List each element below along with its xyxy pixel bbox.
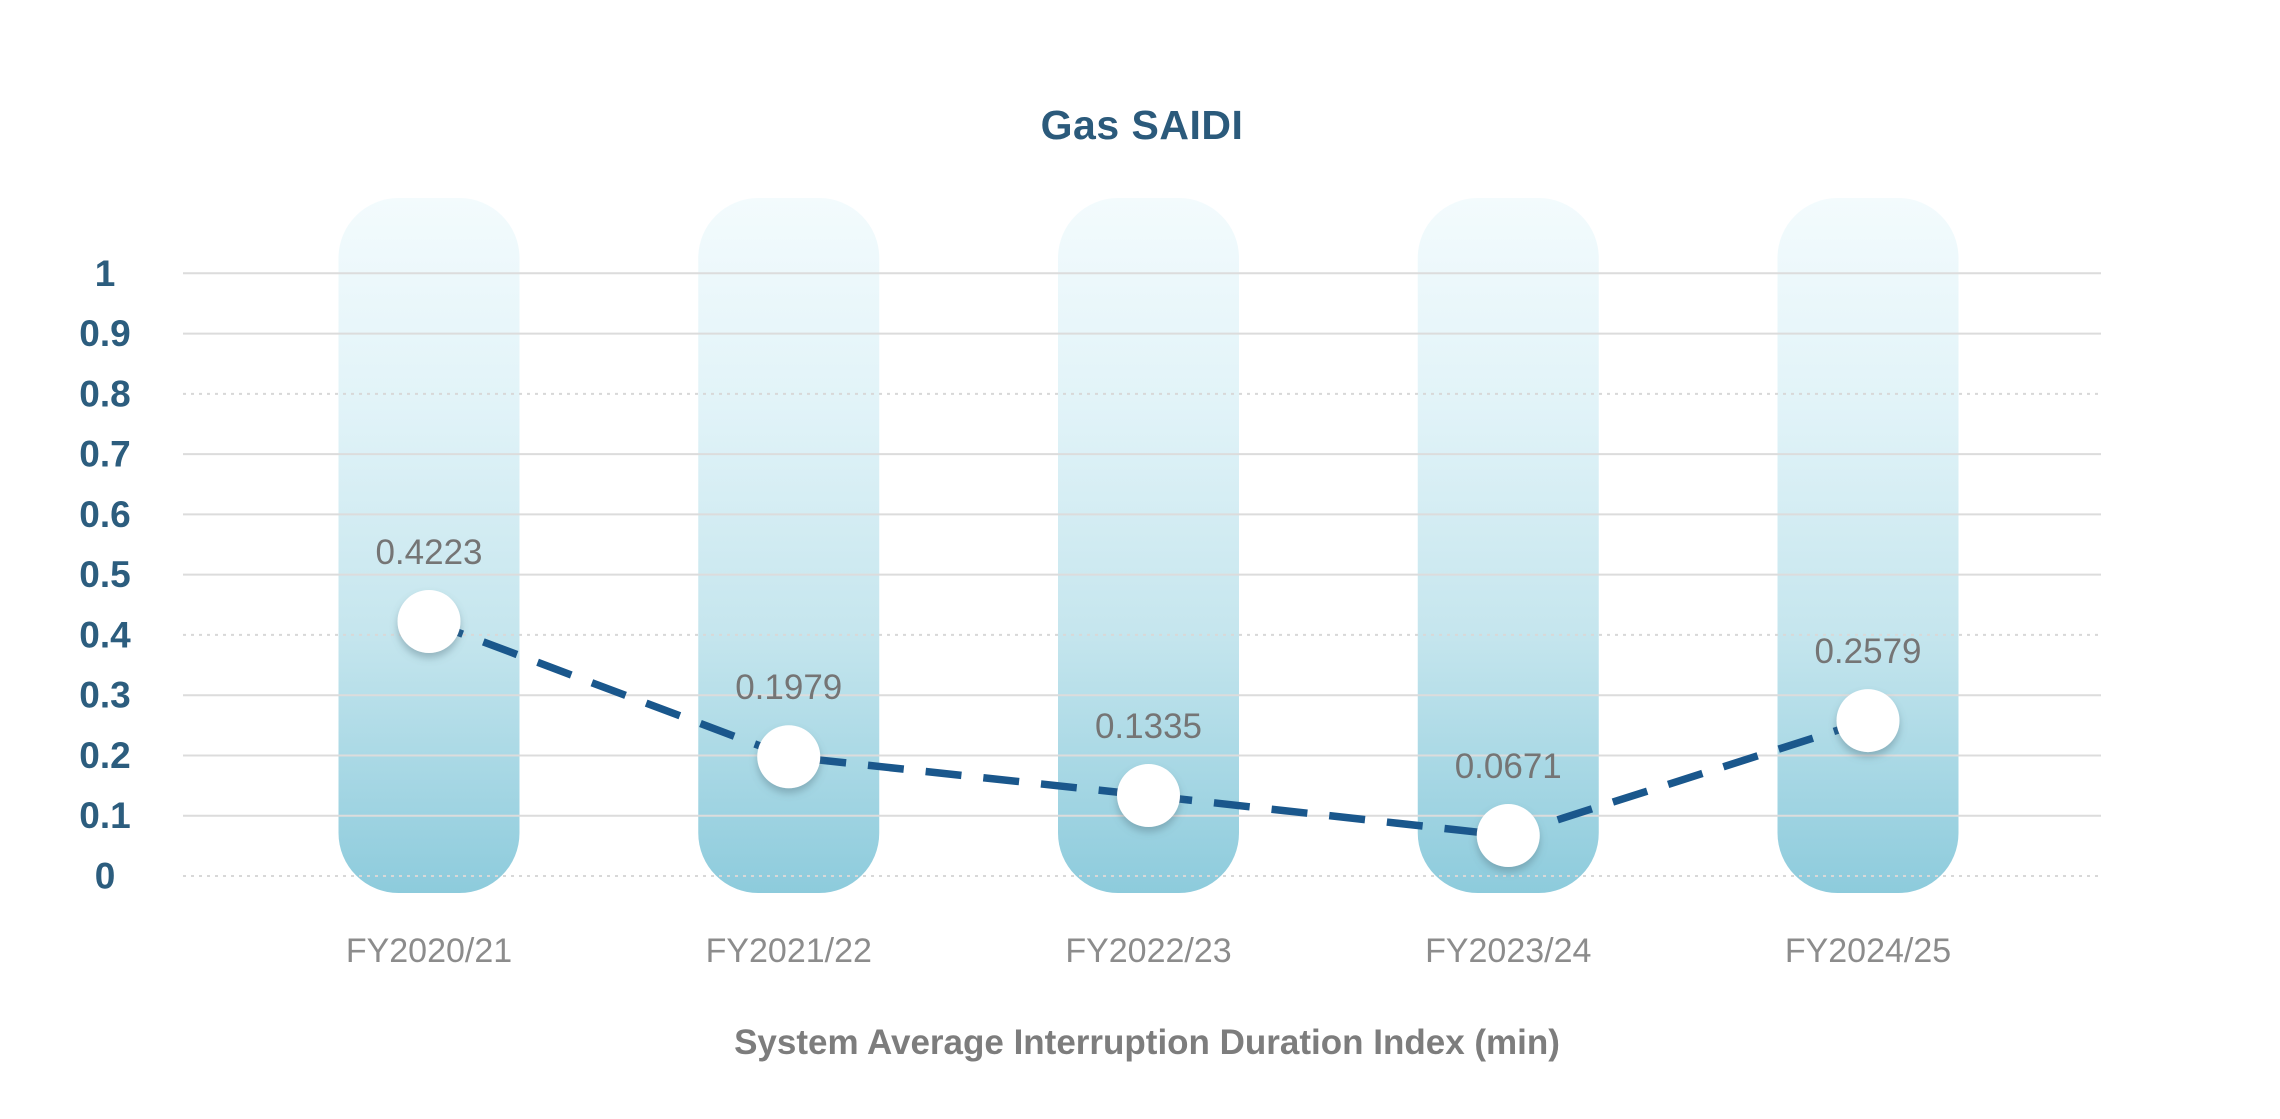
y-tick-label-0.6: 0.6 bbox=[79, 494, 130, 535]
data-point-marker-FY2021-22 bbox=[757, 725, 821, 789]
data-point-label-0.4223: 0.4223 bbox=[375, 533, 482, 572]
data-point-label-0.1979: 0.1979 bbox=[735, 668, 842, 707]
y-tick-label-0.7: 0.7 bbox=[79, 434, 130, 475]
x-axis-title: System Average Interruption Duration Ind… bbox=[734, 1023, 1560, 1062]
data-point-marker-FY2023-24 bbox=[1476, 804, 1540, 868]
y-tick-label-0.1: 0.1 bbox=[79, 795, 130, 836]
x-axis-label-FY2021-22: FY2021/22 bbox=[706, 932, 872, 970]
background-bar-FY2024-25 bbox=[1777, 198, 1959, 893]
background-bar-FY2022-23 bbox=[1058, 198, 1239, 893]
data-point-label-0.2579: 0.2579 bbox=[1814, 632, 1921, 671]
y-tick-label-0.5: 0.5 bbox=[79, 554, 130, 595]
x-axis-label-FY2023-24: FY2023/24 bbox=[1425, 932, 1591, 970]
chart-title: Gas SAIDI bbox=[1040, 102, 1244, 148]
saidi-trend-line bbox=[427, 617, 1870, 840]
x-axis-label-FY2024-25: FY2024/25 bbox=[1785, 932, 1951, 970]
y-tick-label-0.8: 0.8 bbox=[79, 373, 130, 414]
background-bar-FY2021-22 bbox=[698, 198, 880, 893]
y-tick-label-0.4: 0.4 bbox=[79, 614, 131, 655]
x-axis-label-FY2022-23: FY2022/23 bbox=[1065, 932, 1231, 970]
background-bar-FY2023-24 bbox=[1417, 198, 1599, 893]
y-tick-label-1: 1 bbox=[95, 253, 116, 294]
data-point-marker-FY2022-23 bbox=[1117, 764, 1180, 828]
data-point-label-0.0671: 0.0671 bbox=[1455, 747, 1562, 786]
data-point-marker-FY2020-21 bbox=[397, 589, 461, 653]
data-point-marker-FY2024-25 bbox=[1836, 689, 1900, 753]
background-bar-FY2020-21 bbox=[338, 198, 520, 893]
y-tick-label-0.3: 0.3 bbox=[79, 675, 130, 716]
y-tick-label-0: 0 bbox=[95, 856, 116, 897]
data-point-label-0.1335: 0.1335 bbox=[1095, 707, 1202, 746]
y-tick-label-0.2: 0.2 bbox=[79, 735, 130, 776]
y-tick-label-0.9: 0.9 bbox=[79, 313, 130, 354]
x-axis-label-FY2020-21: FY2020/21 bbox=[346, 932, 512, 970]
